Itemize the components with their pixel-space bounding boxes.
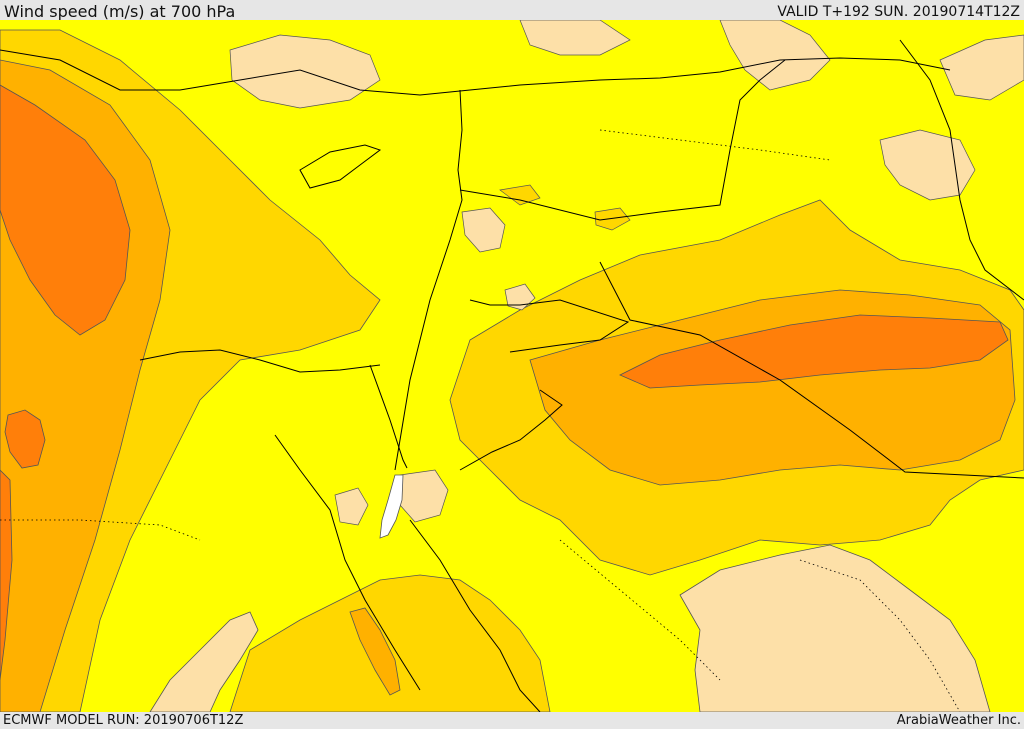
credit-label: ArabiaWeather Inc. [896,713,1021,728]
gold-patch-north [499,184,541,206]
footer-bar: ECMWF MODEL RUN: 20190706T12Z ArabiaWeat… [0,712,1024,729]
northeast-tan-patch [939,34,1024,101]
west-orange-core [0,84,131,336]
east-gulf-coast [899,39,1024,301]
east-orange-core [619,314,1009,389]
lake [379,474,404,539]
sinai-border [369,364,408,469]
red-sea-coast [274,434,421,691]
egypt-coast [139,349,381,373]
east-dotted-border [799,559,961,712]
gold-patch-syria [594,207,631,231]
cyprus-coast [299,144,382,189]
jordan-border [469,299,630,353]
north-coast [0,49,951,96]
north-tan-patch-2 [519,20,631,56]
jordan-south-border [459,389,563,471]
valid-time: VALID T+192 SUN. 20190714T12Z [777,4,1020,20]
header-bar: Wind speed (m/s) at 700 hPa VALID T+192 … [0,0,1024,21]
wind-speed-map [0,20,1024,712]
model-run-label: ECMWF MODEL RUN: 20190706T12Z [3,713,244,728]
southwest-tan-region [149,611,259,712]
map-title: Wind speed (m/s) at 700 hPa [4,2,236,21]
syria-border [459,59,786,221]
southeast-tan-region [679,544,991,712]
west-orange-strip [0,469,13,681]
north-tan-patch-3 [719,20,831,91]
north-tan-patch-4 [879,129,976,201]
levant-coast [394,89,463,471]
sinai-tan-patch [334,487,369,526]
south-light-orange-strip [349,607,401,696]
saudi-dotted-border [559,539,721,681]
levant-tan-patch [461,207,506,253]
west-orange-cell [4,409,46,469]
iraq-border [599,261,1024,479]
arabia-coast [409,519,541,712]
